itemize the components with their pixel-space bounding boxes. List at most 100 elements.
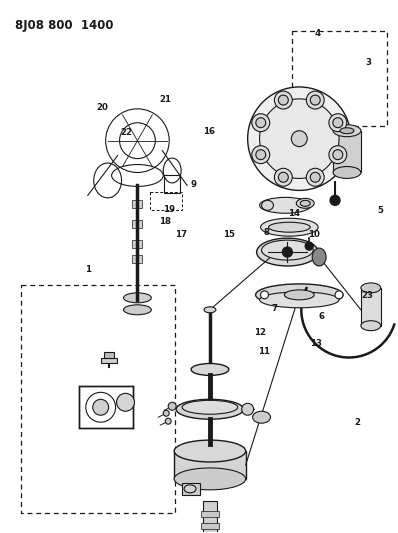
Ellipse shape xyxy=(285,290,314,300)
Ellipse shape xyxy=(257,238,318,266)
Bar xyxy=(133,200,142,208)
Circle shape xyxy=(252,114,270,132)
Ellipse shape xyxy=(123,293,151,303)
Circle shape xyxy=(168,402,176,410)
Ellipse shape xyxy=(259,197,311,213)
Circle shape xyxy=(117,393,135,411)
Ellipse shape xyxy=(123,305,151,315)
Ellipse shape xyxy=(184,485,196,493)
Text: 14: 14 xyxy=(288,209,300,218)
Ellipse shape xyxy=(361,321,381,330)
Bar xyxy=(292,30,387,126)
Text: 3: 3 xyxy=(366,58,372,67)
Circle shape xyxy=(283,247,293,257)
Text: 8J08 800  1400: 8J08 800 1400 xyxy=(15,19,114,33)
Ellipse shape xyxy=(333,166,361,179)
Ellipse shape xyxy=(256,284,343,306)
Bar xyxy=(79,386,133,428)
Ellipse shape xyxy=(261,218,318,236)
Bar xyxy=(133,255,142,263)
Text: 11: 11 xyxy=(258,347,270,356)
Circle shape xyxy=(256,118,266,128)
Text: 12: 12 xyxy=(254,328,266,337)
Circle shape xyxy=(256,150,266,159)
Ellipse shape xyxy=(253,411,271,423)
Bar xyxy=(101,358,117,364)
Bar xyxy=(201,523,219,529)
Text: 5: 5 xyxy=(378,206,384,215)
Circle shape xyxy=(274,168,292,186)
Bar xyxy=(133,220,142,228)
Circle shape xyxy=(305,242,313,250)
Circle shape xyxy=(259,99,339,179)
Ellipse shape xyxy=(269,222,310,232)
Ellipse shape xyxy=(174,468,246,490)
Bar xyxy=(333,131,361,173)
Circle shape xyxy=(306,91,324,109)
Bar xyxy=(182,483,200,495)
Text: 15: 15 xyxy=(223,230,235,239)
Circle shape xyxy=(278,95,288,105)
Circle shape xyxy=(261,291,269,299)
Bar xyxy=(150,192,182,211)
Ellipse shape xyxy=(182,400,238,414)
Circle shape xyxy=(278,172,288,182)
Circle shape xyxy=(329,146,347,164)
Text: 8: 8 xyxy=(263,228,269,237)
Text: 2: 2 xyxy=(354,418,360,427)
Text: 16: 16 xyxy=(203,127,215,136)
Ellipse shape xyxy=(174,440,246,462)
Text: 4: 4 xyxy=(314,29,321,38)
Circle shape xyxy=(274,91,292,109)
Ellipse shape xyxy=(300,200,310,206)
Circle shape xyxy=(333,150,343,159)
Circle shape xyxy=(242,403,254,415)
Ellipse shape xyxy=(261,200,273,211)
Circle shape xyxy=(335,291,343,299)
Text: 9: 9 xyxy=(190,180,196,189)
Text: 17: 17 xyxy=(175,230,187,239)
Text: 20: 20 xyxy=(96,103,108,112)
Bar xyxy=(164,175,180,193)
Circle shape xyxy=(310,172,320,182)
Bar xyxy=(201,511,219,516)
Ellipse shape xyxy=(333,125,361,136)
Ellipse shape xyxy=(340,128,354,134)
Ellipse shape xyxy=(176,399,244,419)
Bar xyxy=(203,501,217,533)
Circle shape xyxy=(329,114,347,132)
Circle shape xyxy=(252,146,270,164)
Text: 7: 7 xyxy=(271,304,277,313)
Text: 19: 19 xyxy=(163,205,176,214)
Circle shape xyxy=(165,418,171,424)
Bar xyxy=(133,240,142,248)
Circle shape xyxy=(306,168,324,186)
Ellipse shape xyxy=(297,198,314,208)
Text: 18: 18 xyxy=(160,217,172,226)
Text: 22: 22 xyxy=(120,128,132,138)
Ellipse shape xyxy=(261,240,313,260)
Ellipse shape xyxy=(204,307,216,313)
Ellipse shape xyxy=(361,283,381,293)
Circle shape xyxy=(333,118,343,128)
Circle shape xyxy=(310,95,320,105)
Ellipse shape xyxy=(191,364,229,375)
Ellipse shape xyxy=(312,248,326,266)
Text: 10: 10 xyxy=(308,230,320,239)
Ellipse shape xyxy=(259,292,339,308)
Bar xyxy=(103,352,113,358)
Text: 1: 1 xyxy=(85,265,91,273)
Text: 21: 21 xyxy=(160,95,172,104)
Bar xyxy=(174,451,246,479)
Circle shape xyxy=(93,399,109,415)
Text: 6: 6 xyxy=(318,312,324,321)
Bar xyxy=(21,285,175,513)
Circle shape xyxy=(330,196,340,205)
Circle shape xyxy=(291,131,307,147)
Circle shape xyxy=(86,392,115,422)
Circle shape xyxy=(248,87,351,190)
Text: 13: 13 xyxy=(310,339,322,348)
Circle shape xyxy=(163,410,169,416)
Text: 23: 23 xyxy=(361,291,373,300)
Bar xyxy=(361,288,381,326)
